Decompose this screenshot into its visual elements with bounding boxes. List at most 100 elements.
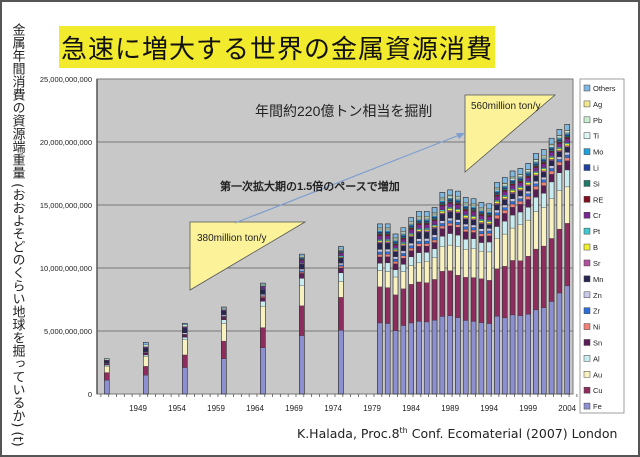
bar-outline (400, 227, 407, 395)
bar-segment-pt (431, 224, 438, 227)
bar-segment-sn (455, 227, 461, 236)
bar-outline (104, 358, 110, 395)
bar-segment-ti (533, 160, 539, 163)
bar-segment-re (400, 237, 406, 240)
bar-segment-others (439, 192, 445, 198)
bar-segment-zn (533, 181, 539, 184)
bar-segment-pb (548, 144, 555, 147)
legend-swatch (583, 307, 591, 314)
legend-swatch (583, 402, 591, 410)
bar-segment-others (424, 211, 430, 217)
bar-segment-mo (525, 172, 531, 174)
bar-outline (416, 211, 422, 395)
bar-segment-al (502, 220, 508, 235)
bar-outline (384, 223, 391, 395)
bar-segment-cr (392, 245, 399, 249)
bar-stack (517, 168, 524, 395)
bar-segment-cu (260, 327, 266, 348)
bar-segment-au (533, 211, 539, 250)
bar-segment-fe (377, 322, 383, 395)
bar-segment-cr (463, 210, 469, 215)
bar-segment-mo (494, 190, 500, 193)
bar-stack (416, 211, 422, 395)
bar-segment-fe (400, 325, 406, 395)
bar-segment-sr (541, 170, 547, 173)
bar-segment-mo (463, 205, 469, 208)
bar-segment-ti (424, 218, 430, 220)
bar-stack (486, 203, 492, 395)
bar-segment-sn (564, 160, 570, 171)
bar-segment-si (486, 214, 492, 216)
bar-segment-sr (486, 223, 492, 225)
bar-segment-ti (392, 239, 399, 241)
bar-segment-re (564, 137, 570, 139)
bar-segment-mn (439, 214, 445, 221)
bars (104, 124, 570, 395)
bar-segment-cu (541, 245, 547, 308)
legend-item: Pb (583, 116, 602, 125)
bar-segment-others (556, 129, 563, 136)
bar-segment-pt (338, 255, 344, 258)
bar-segment-mn (392, 251, 399, 257)
bar-segment-others (564, 124, 570, 131)
legend-label: Ti (593, 132, 599, 141)
bar-segment-b (463, 215, 469, 218)
bar-segment-pt (377, 239, 383, 241)
bar-segment-cu (447, 270, 453, 316)
bar-segment-cu (533, 248, 539, 311)
bar-segment-mn (541, 171, 547, 178)
bar-segment-li (556, 139, 563, 142)
bar-segment-cu (338, 297, 344, 331)
bar-segment-pt (548, 156, 555, 158)
bar-segment-li (392, 241, 399, 244)
title-banner: 急速に増大する世界の金属資源消費 (59, 26, 495, 68)
bar-segment-zn (564, 152, 570, 156)
bar-segment-mn (486, 224, 492, 229)
bar-segment-zn (408, 243, 414, 246)
bar-segment-mn (525, 185, 531, 192)
bar-segment-pb (182, 324, 188, 327)
legend-swatch (583, 211, 591, 219)
bar-segment-au (494, 238, 500, 269)
bar-segment-fe (533, 309, 539, 395)
bar-segment-cu (104, 372, 110, 381)
bar-segment-cr (509, 185, 516, 190)
bar-segment-sn (509, 207, 516, 216)
bar-segment-others (548, 138, 555, 145)
bar-segment-al (509, 214, 516, 229)
bar-segment-li (385, 231, 391, 234)
bar-segment-si (455, 201, 461, 204)
bar-segment-zr (470, 227, 477, 231)
legend-label: Fe (593, 402, 602, 411)
x-tick-label: 1969 (285, 404, 303, 413)
bar-outline (423, 211, 430, 395)
legend-label: Zn (593, 291, 602, 300)
bar-segment-cr (455, 204, 461, 209)
bar-outline (501, 176, 508, 395)
bar-segment-ti (556, 136, 563, 139)
bar-segment-au (260, 306, 266, 328)
bar-segment-cu (478, 278, 485, 323)
bar-segment-al (299, 278, 305, 286)
legend-item: RE (583, 195, 603, 204)
bar-segment-mo (556, 138, 563, 140)
bar-outline (447, 189, 453, 395)
bar-segment-fe (408, 322, 414, 395)
bar-segment-ti (548, 145, 555, 148)
bar-segment-mn (447, 211, 453, 219)
bar-segment-au (439, 246, 445, 272)
bar-segment-zn (455, 219, 461, 223)
gridlines (96, 78, 578, 397)
bar-segment-sn (470, 232, 477, 239)
bar-segment-pb (299, 255, 305, 258)
bar-segment-ti (502, 184, 508, 187)
bar-segment-ni (439, 225, 445, 229)
bar-segment-mn (104, 360, 110, 364)
bar-segment-cu (494, 268, 500, 317)
bar-segment-others (470, 198, 477, 204)
bar-segment-ni (533, 186, 539, 190)
bar-segment-sn (143, 352, 149, 356)
bar-segment-cr (377, 235, 383, 240)
bar-segment-sr (439, 212, 445, 215)
bar-segment-sn (104, 363, 110, 366)
